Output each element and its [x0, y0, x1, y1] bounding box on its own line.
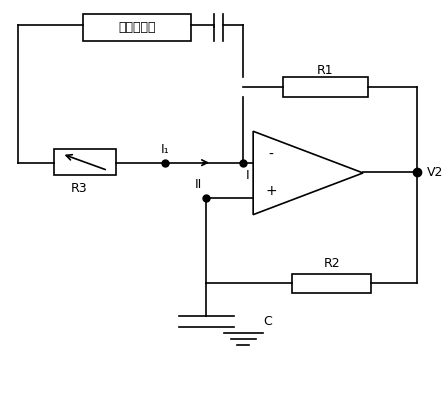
Text: -: - — [268, 148, 273, 162]
Text: I: I — [245, 169, 249, 182]
Text: R1: R1 — [317, 64, 333, 77]
Text: 压电纤维片: 压电纤维片 — [119, 21, 156, 34]
Text: II: II — [194, 178, 202, 191]
Text: I₁: I₁ — [161, 143, 169, 156]
Text: C: C — [263, 315, 272, 328]
Text: V2: V2 — [427, 166, 443, 179]
Text: R2: R2 — [323, 257, 340, 270]
Text: R3: R3 — [71, 182, 88, 195]
Text: +: + — [265, 184, 277, 198]
